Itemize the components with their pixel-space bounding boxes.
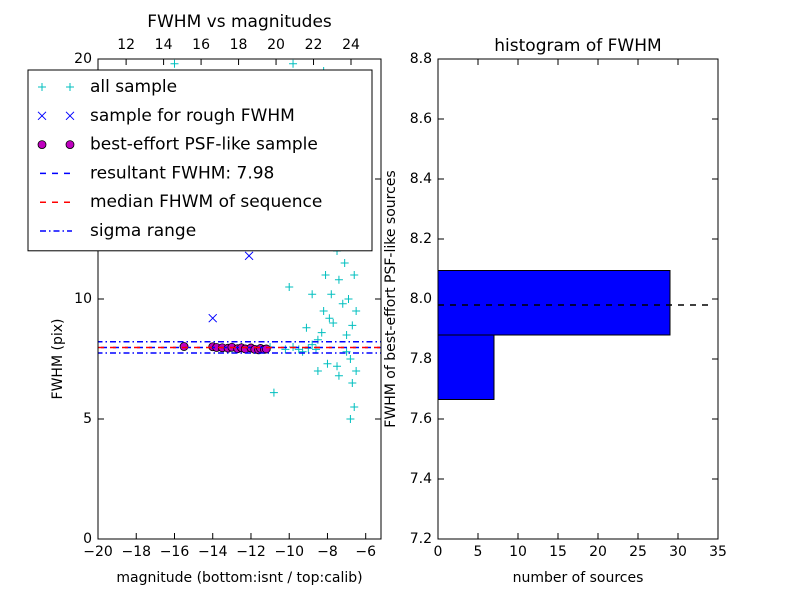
y-tick-label: 7.6 (410, 411, 432, 427)
x-tick-label: 30 (669, 544, 687, 560)
chart-title: histogram of FWHM (494, 36, 661, 56)
y-tick-label: 8.8 (410, 51, 432, 67)
legend-label: sigma range (90, 221, 196, 241)
plus-marker (323, 359, 332, 368)
x-tick-label: −16 (160, 544, 190, 560)
legend-marker (37, 111, 47, 121)
legend-label: best-effort PSF-like sample (90, 135, 318, 155)
chart-title: FWHM vs magnitudes (147, 12, 332, 32)
x2-tick-label: 12 (117, 37, 135, 53)
x2-tick-label: 20 (267, 37, 285, 53)
legend-label: all sample (90, 77, 177, 97)
x2-tick-label: 22 (305, 37, 323, 53)
legend-label: resultant FWHM: 7.98 (90, 163, 274, 183)
histogram-bar (437, 270, 671, 336)
x-tick-label: −14 (198, 544, 228, 560)
y-axis-label: FWHM of best-effort PSF-like sources (383, 170, 399, 427)
x-tick-label: −6 (355, 544, 376, 560)
y-tick-label: 10 (74, 291, 92, 307)
plus-marker (329, 319, 338, 327)
plus-marker (334, 275, 343, 284)
legend-marker (65, 111, 75, 121)
axes-frame (437, 58, 719, 540)
x-axis-label: magnitude (bottom:isnt / top:calib) (116, 570, 362, 586)
plus-marker (302, 323, 311, 332)
y-tick-label: 7.4 (410, 471, 432, 487)
x-marker (208, 313, 218, 323)
plus-marker (350, 271, 359, 279)
plus-marker (319, 307, 328, 315)
plus-marker (352, 367, 361, 375)
legend-marker (65, 140, 75, 150)
y-tick-label: 8.4 (410, 171, 432, 187)
y-axis-label: FWHM (pix) (50, 319, 66, 400)
plus-marker (308, 290, 317, 299)
legend-marker (66, 83, 74, 91)
plus-marker (317, 328, 326, 337)
histogram-bar (437, 334, 495, 400)
x-tick-label: 10 (509, 544, 527, 560)
legend-marker (38, 83, 46, 91)
plus-marker (340, 259, 349, 267)
plus-marker (352, 307, 361, 315)
plus-marker (285, 283, 294, 291)
plus-marker (313, 367, 322, 375)
y-tick-label: 7.8 (410, 351, 432, 367)
legend-box (27, 69, 373, 252)
plus-marker (327, 290, 336, 299)
x-tick-label: 25 (629, 544, 647, 560)
circle-marker (179, 342, 189, 351)
plus-marker (325, 314, 334, 323)
x-tick-label: 5 (474, 544, 483, 560)
x2-tick-label: 16 (192, 37, 210, 53)
y-tick-label: 8.6 (410, 111, 432, 127)
plus-marker (289, 59, 298, 68)
plus-marker (333, 362, 342, 371)
plus-marker (346, 355, 355, 363)
y-tick-label: 20 (74, 51, 92, 67)
legend-marker (37, 140, 47, 150)
x-tick-label: −8 (317, 544, 338, 560)
plus-marker (342, 331, 351, 339)
y-tick-label: 5 (83, 411, 92, 427)
x2-tick-label: 18 (230, 37, 248, 53)
plus-marker (298, 347, 307, 356)
x-tick-label: 20 (589, 544, 607, 560)
x2-tick-label: 14 (155, 37, 173, 53)
legend-label: median FHWM of sequence (90, 192, 322, 212)
x-tick-label: 0 (434, 544, 443, 560)
x-tick-label: −18 (121, 544, 151, 560)
x-tick-label: −12 (236, 544, 266, 560)
circle-marker (261, 344, 271, 354)
legend-label: sample for rough FWHM (90, 106, 295, 126)
plus-marker (346, 415, 355, 423)
y-tick-label: 8.0 (410, 291, 432, 307)
x2-tick-label: 24 (342, 37, 360, 53)
plus-marker (308, 340, 317, 349)
plus-marker (338, 299, 347, 308)
x-tick-label: 15 (549, 544, 567, 560)
plus-marker (342, 347, 351, 356)
plus-marker (348, 321, 357, 330)
x-tick-label: −10 (274, 544, 304, 560)
x-tick-label: −20 (83, 544, 113, 560)
x-axis-label: number of sources (513, 570, 644, 586)
plus-marker (321, 271, 330, 279)
y-tick-label: 8.2 (410, 231, 432, 247)
axes-frame (97, 58, 382, 540)
plus-marker (350, 403, 359, 411)
plus-marker (170, 59, 179, 68)
plus-marker (334, 371, 343, 380)
plus-marker (269, 388, 278, 397)
x-tick-label: 35 (709, 544, 727, 560)
plus-marker (344, 295, 353, 303)
y-tick-label: 0 (83, 531, 92, 547)
plus-marker (348, 379, 357, 387)
x-marker (244, 251, 254, 261)
y-tick-label: 7.2 (410, 531, 432, 547)
